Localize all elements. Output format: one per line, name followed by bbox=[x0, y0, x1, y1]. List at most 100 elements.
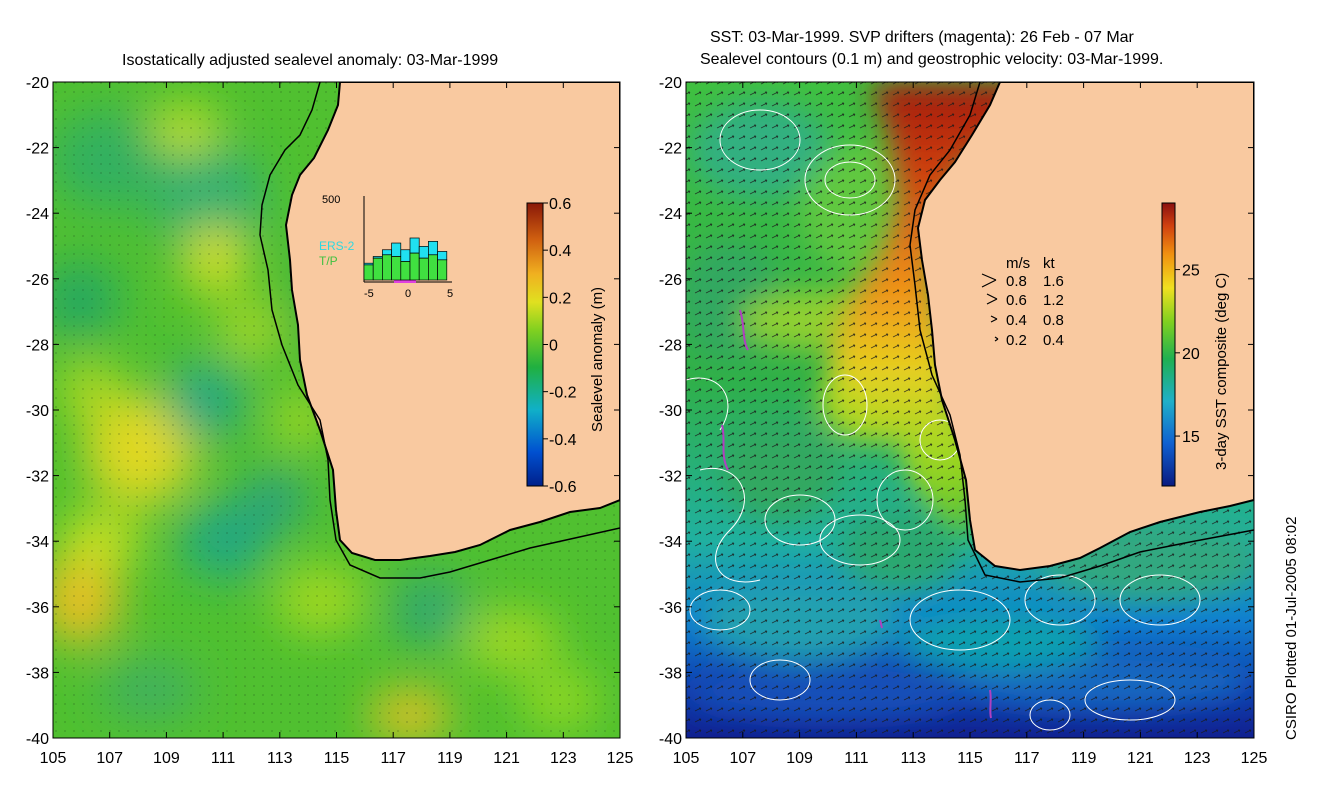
sst-ytick-label: -34 bbox=[659, 534, 682, 551]
hist-xtick-2: 5 bbox=[447, 288, 453, 300]
vel-arrow-0.2 bbox=[994, 336, 999, 342]
sla-xtick-label: 105 bbox=[40, 750, 67, 767]
vel-row-1-kt: 1.2 bbox=[1043, 292, 1064, 309]
inset-histogram: 500 ERS-2 T/P -5 0 5 bbox=[319, 194, 453, 300]
right-chart-title-line1: SST: 03-Mar-1999. SVP drifters (magenta)… bbox=[710, 29, 1134, 46]
hist-bar-tp bbox=[391, 256, 402, 281]
sla-cb-tick-label: 0 bbox=[549, 338, 558, 355]
sla-xtick-label: 121 bbox=[493, 750, 520, 767]
sla-xtick-label: 107 bbox=[96, 750, 123, 767]
sst-map: m/s kt 0.8 1.6 0.6 1.2 0.4 0.8 0.2 0.4 2… bbox=[659, 75, 1268, 767]
sst-xtick-label: 109 bbox=[786, 750, 813, 767]
sla-ytick-label: -38 bbox=[26, 665, 49, 682]
sla-axes: 105 107 109 111 113 115 117 119 121 123 125 -20 -22 -… bbox=[26, 75, 634, 767]
vel-row-3-kt: 0.4 bbox=[1043, 332, 1064, 349]
sla-cb-tick-label: -0.4 bbox=[549, 432, 577, 449]
left-chart-title: Isostatically adjusted sealevel anomaly:… bbox=[122, 52, 499, 69]
sla-colorbar: 0.6 0.4 0.2 0 -0.2 -0.4 -0.6 Sealevel anomaly … bbox=[526, 196, 606, 496]
sla-ytick-label: -24 bbox=[26, 206, 49, 223]
sst-cb-tick-label: 25 bbox=[1182, 263, 1200, 280]
shelf-contour bbox=[259, 82, 620, 579]
vel-row-3-ms: 0.2 bbox=[1006, 332, 1027, 349]
sst-ytick-label: -36 bbox=[659, 600, 682, 617]
sst-ytick-label: -22 bbox=[659, 141, 682, 158]
sst-xtick-label: 117 bbox=[1014, 750, 1040, 767]
sst-xtick-label: 125 bbox=[1241, 750, 1268, 767]
australia-land-right bbox=[916, 82, 1254, 572]
sst-ytick-label: -30 bbox=[659, 403, 682, 420]
sla-ytick-label: -32 bbox=[26, 469, 49, 486]
sst-axes: 105 107 109 111 113 115 117 119 121 123 125 -20 -22 -… bbox=[659, 75, 1268, 767]
sla-ytick-label: -28 bbox=[26, 337, 49, 354]
shelf-contour-right bbox=[909, 82, 1254, 583]
hist-bar-tp bbox=[400, 261, 411, 281]
right-chart-title-line2: Sealevel contours (0.1 m) and geostrophi… bbox=[700, 51, 1164, 68]
sla-xtick-label: 111 bbox=[211, 750, 235, 767]
sst-xtick-label: 107 bbox=[729, 750, 756, 767]
sst-colorbar-label: 3-day SST composite (deg C) bbox=[1213, 273, 1230, 470]
hist-legend-tp: T/P bbox=[319, 254, 338, 268]
sst-xtick-label: 105 bbox=[673, 750, 700, 767]
sst-ytick-label: -40 bbox=[659, 731, 682, 748]
sla-xtick-label: 113 bbox=[267, 750, 293, 767]
hist-bar-ers2 bbox=[382, 249, 392, 256]
sst-xtick-label: 123 bbox=[1184, 750, 1211, 767]
sla-ytick-label: -34 bbox=[26, 534, 49, 551]
vel-row-2-kt: 0.8 bbox=[1043, 312, 1064, 329]
hist-bar-tp bbox=[428, 254, 438, 281]
sst-ytick-label: -24 bbox=[659, 206, 682, 223]
vel-arrow-0.4 bbox=[990, 315, 998, 323]
hist-legend-ers2: ERS-2 bbox=[319, 239, 355, 253]
svp-drifters bbox=[721, 309, 992, 719]
sla-ytick-label: -36 bbox=[26, 600, 49, 617]
vel-header-kt: kt bbox=[1043, 255, 1056, 272]
sst-xtick-label: 119 bbox=[1071, 750, 1097, 767]
sla-cb-tick-label: 0.2 bbox=[549, 290, 571, 307]
sla-xtick-label: 109 bbox=[153, 750, 180, 767]
hist-bar-tp bbox=[437, 259, 448, 281]
hist-bar-tp bbox=[372, 257, 383, 281]
hist-xtick-0: -5 bbox=[364, 288, 374, 300]
sla-cb-tick-label: -0.2 bbox=[549, 385, 577, 402]
hist-bar-tp bbox=[382, 254, 392, 281]
sst-xtick-label: 111 bbox=[844, 750, 868, 767]
sla-ytick-label: -26 bbox=[26, 272, 49, 289]
hist-bar-ers2 bbox=[409, 237, 420, 254]
sst-ytick-label: -26 bbox=[659, 272, 682, 289]
vel-arrow-0.6 bbox=[986, 293, 998, 305]
sla-colorbar-label: Sealevel anomaly (m) bbox=[589, 287, 606, 432]
sst-xtick-label: 115 bbox=[957, 750, 983, 767]
vel-row-2-ms: 0.4 bbox=[1006, 312, 1027, 329]
vel-header-ms: m/s bbox=[1006, 255, 1030, 272]
hist-bar-tp bbox=[409, 252, 420, 281]
vel-row-0-ms: 0.8 bbox=[1006, 273, 1027, 290]
sst-xtick-label: 121 bbox=[1127, 750, 1154, 767]
velocity-legend: m/s kt 0.8 1.6 0.6 1.2 0.4 0.8 0.2 0.4 bbox=[981, 255, 1064, 349]
sla-cb-tick-label: -0.6 bbox=[549, 479, 577, 496]
hist-bar-ers2 bbox=[437, 251, 448, 261]
sla-cb-tick-label: 0.6 bbox=[549, 196, 571, 213]
vel-row-0-kt: 1.6 bbox=[1043, 273, 1064, 290]
hist-ymax-label: 500 bbox=[322, 194, 340, 206]
sst-ytick-label: -32 bbox=[659, 469, 682, 486]
hist-bar-ers2 bbox=[391, 242, 402, 257]
sst-ytick-label: -28 bbox=[659, 337, 682, 354]
sla-ytick-label: -20 bbox=[26, 75, 49, 92]
sla-xtick-label: 123 bbox=[550, 750, 577, 767]
hist-bar-tp bbox=[363, 264, 374, 281]
sla-ytick-label: -40 bbox=[26, 731, 49, 748]
sla-xtick-label: 117 bbox=[380, 750, 406, 767]
sla-map: 500 ERS-2 T/P -5 0 5 0.6 0.4 0.2 0 -0.2 -0.4 -… bbox=[26, 75, 634, 767]
hist-bar-tp bbox=[418, 257, 429, 281]
hist-bar-ers2 bbox=[428, 241, 438, 256]
sla-ytick-label: -30 bbox=[26, 403, 49, 420]
vel-arrow-0.8 bbox=[981, 273, 997, 288]
sst-ytick-label: -38 bbox=[659, 665, 682, 682]
hist-xtick-1: 0 bbox=[405, 288, 411, 300]
sst-ytick-label: -20 bbox=[659, 75, 682, 92]
sst-colorbar: 25 20 15 3-day SST composite (deg C) bbox=[1161, 202, 1230, 487]
sla-xtick-label: 125 bbox=[607, 750, 634, 767]
hist-bar-ers2 bbox=[418, 246, 429, 259]
sla-xtick-label: 115 bbox=[324, 750, 350, 767]
